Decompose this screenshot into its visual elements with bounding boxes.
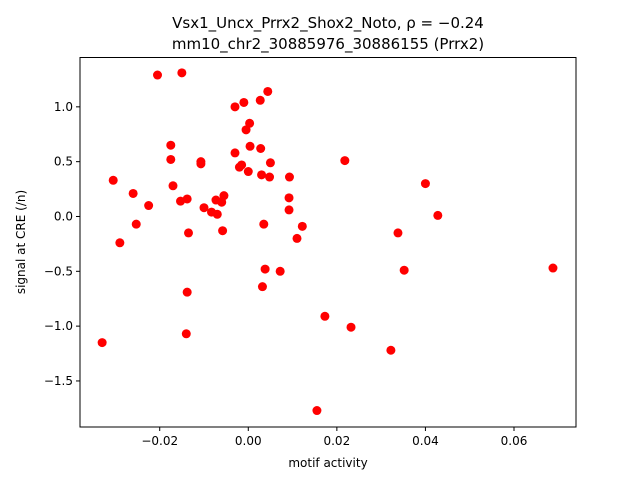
scatter-point [393, 228, 403, 238]
y-tick-label: 0.5 [54, 155, 73, 169]
x-tick-label: 0.06 [501, 434, 528, 448]
scatter-point [115, 238, 125, 248]
y-axis-label: signal at CRE (/n) [14, 190, 28, 294]
x-axis-label: motif activity [288, 456, 367, 470]
scatter-point [312, 406, 322, 416]
scatter-point [196, 159, 206, 169]
scatter-point [275, 266, 285, 276]
x-tick-label: 0.02 [323, 434, 350, 448]
scatter-point [346, 322, 356, 332]
scatter-point [245, 141, 255, 151]
scatter-point [230, 148, 240, 158]
scatter-point [131, 219, 141, 229]
scatter-point [265, 158, 275, 168]
scatter-point [263, 86, 273, 96]
scatter-point [548, 263, 558, 273]
scatter-point [320, 311, 330, 321]
scatter-point [234, 162, 244, 172]
scatter-point [284, 172, 294, 182]
scatter-point [153, 70, 162, 80]
scatter-point [166, 140, 176, 150]
scatter-point [144, 201, 154, 211]
scatter-point [218, 226, 228, 236]
scatter-point [230, 102, 240, 112]
x-tick-label: −0.02 [141, 434, 178, 448]
scatter-point [255, 95, 265, 105]
scatter-point [97, 338, 107, 348]
scatter-point [420, 179, 430, 189]
scatter-point [212, 209, 222, 219]
y-tick-label: 1.0 [54, 100, 73, 114]
scatter-point [177, 68, 187, 78]
y-tick-label: 0.0 [54, 209, 73, 223]
scatter-point [256, 144, 266, 154]
chart-title-line-1: Vsx1_Uncx_Prrx2_Shox2_Noto, ρ = −0.24 [172, 14, 484, 33]
scatter-point [239, 97, 249, 107]
scatter-point [217, 197, 227, 207]
scatter-point [433, 210, 443, 220]
scatter-point [241, 125, 251, 135]
scatter-point [265, 172, 275, 182]
axis-ticks: −0.02 0.00 0.02 0.04 0.06 −1.5 −1.0 −0.5 0.0 0.5 1… [44, 100, 528, 448]
y-tick-label: −1.5 [44, 374, 73, 388]
scatter-point [199, 203, 209, 213]
scatter-point [168, 181, 178, 191]
scatter-point [386, 345, 396, 355]
scatter-point [297, 221, 307, 231]
plot-frame [79, 57, 577, 428]
scatter-point [257, 282, 267, 292]
scatter-point [108, 175, 118, 185]
scatter-point [259, 219, 269, 229]
scatter-point [243, 167, 253, 177]
chart-title-line-2: mm10_chr2_30885976_30886155 (Prrx2) [172, 35, 484, 54]
scatter-point [128, 188, 138, 198]
data-points [97, 68, 558, 416]
scatter-point [399, 265, 409, 275]
scatter-point [184, 228, 193, 238]
scatter-point [182, 287, 192, 297]
scatter-point [340, 156, 350, 166]
scatter-point [257, 170, 267, 180]
scatter-point [260, 264, 270, 274]
scatter-point [245, 118, 255, 128]
y-tick-label: −0.5 [44, 264, 73, 278]
scatter-point [166, 154, 176, 164]
scatter-point [181, 329, 191, 339]
scatter-point [176, 196, 186, 206]
x-tick-label: 0.04 [412, 434, 439, 448]
scatter-point [284, 205, 294, 215]
scatter-point [292, 233, 302, 243]
y-tick-label: −1.0 [44, 319, 73, 333]
x-tick-label: 0.00 [235, 434, 262, 448]
scatter-point [284, 193, 294, 203]
